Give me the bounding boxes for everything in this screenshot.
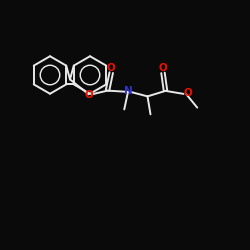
- Text: O: O: [84, 90, 93, 100]
- Text: O: O: [159, 63, 168, 74]
- Text: O: O: [107, 63, 116, 73]
- Text: N: N: [124, 86, 133, 96]
- Text: O: O: [184, 88, 192, 98]
